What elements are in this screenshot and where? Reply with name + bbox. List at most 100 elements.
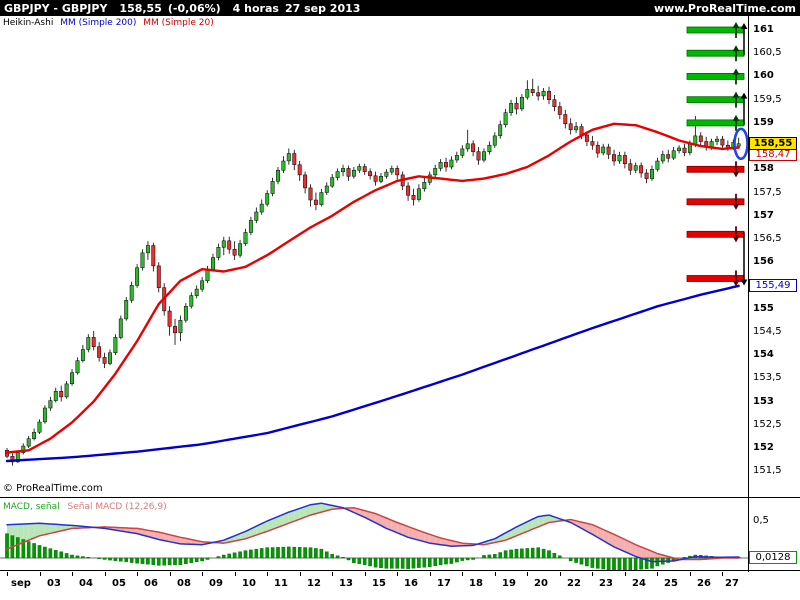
candle: [715, 138, 719, 142]
macd-histogram-bar: [102, 557, 107, 560]
macd-fill-band: [44, 523, 51, 535]
candle: [238, 243, 243, 256]
macd-histogram-bar: [32, 543, 36, 559]
macd-fill-band: [55, 524, 62, 533]
macd-panel-canvas[interactable]: [0, 499, 748, 570]
candle: [617, 155, 622, 162]
macd-histogram-bar: [292, 546, 297, 559]
candle: [167, 310, 172, 327]
macd-fill-band: [299, 506, 306, 520]
macd-fill-band: [635, 544, 642, 559]
macd-fill-band: [603, 529, 609, 544]
time-tick-mark: [105, 572, 106, 576]
macd-histogram-bar: [325, 551, 329, 559]
ma200-line: [5, 284, 740, 463]
candle: [476, 151, 481, 161]
time-tick-mark: [202, 572, 203, 576]
macd-legend: MACD, señal Señal MACD (12,26,9): [3, 502, 167, 512]
macd-histogram-bar: [400, 557, 405, 569]
macd-signal-line: [6, 506, 740, 561]
time-tick-label: 12: [307, 578, 321, 589]
price-tick-label: 156,5: [753, 233, 782, 244]
copyright-text: © ProRealTime.com: [3, 483, 103, 494]
candle: [563, 114, 568, 125]
time-tick-label: 18: [469, 578, 483, 589]
macd-histogram-bar: [606, 557, 611, 570]
macd-fill-band: [500, 532, 506, 542]
price-tick-label: 159: [753, 117, 774, 128]
time-tick-mark: [170, 572, 171, 576]
time-tick-mark: [592, 572, 593, 576]
down-target-bar: [686, 165, 745, 173]
macd-histogram-bar: [596, 557, 600, 569]
macd-histogram-bar: [666, 557, 670, 563]
candle: [568, 123, 573, 131]
macd-histogram-bar: [216, 556, 221, 559]
time-tick-mark: [527, 572, 528, 576]
candle: [590, 141, 595, 146]
candle: [482, 151, 486, 161]
macd-histogram-bar: [189, 557, 194, 564]
candle: [232, 248, 237, 256]
candle: [525, 89, 530, 98]
candle: [422, 182, 427, 190]
macd-histogram-bar: [644, 557, 649, 570]
macd-fill-band: [50, 524, 56, 534]
price-tick-label: 151,5: [753, 465, 782, 476]
macd-histogram-bar: [184, 557, 188, 564]
down-arrow-icon: [732, 203, 740, 210]
macd-histogram-bar: [335, 555, 340, 559]
candle: [335, 171, 340, 178]
macd-histogram-bar: [59, 551, 63, 559]
candle: [677, 147, 682, 152]
time-axis[interactable]: sep 03 04 05 06 08 09 10 11 12 13 15 16 17 18 19 20 22 23 2…: [0, 572, 800, 598]
macd-histogram-bar: [314, 548, 318, 559]
time-tick-mark: [137, 572, 138, 576]
legend-style-label: Heikin-Ashi: [3, 18, 54, 28]
time-tick-mark: [495, 572, 496, 576]
macd-histogram-bar: [558, 555, 562, 559]
candle: [351, 169, 356, 177]
macd-fill-band: [305, 504, 311, 518]
candle: [211, 257, 215, 270]
down-arrow-icon: [732, 171, 740, 178]
site-link[interactable]: www.ProRealTime.com: [653, 1, 796, 15]
macd-histogram-bar: [308, 547, 313, 559]
macd-value-badge: 0,0128: [749, 551, 797, 564]
macd-histogram-bar: [26, 541, 31, 559]
price-tick-label: 153: [753, 396, 774, 407]
macd-fill-band: [527, 519, 533, 532]
time-tick-mark: [430, 572, 431, 576]
time-tick-label: 23: [599, 578, 613, 589]
main-chart-legend: Heikin-Ashi MM (Simple 200) MM (Simple 2…: [3, 18, 214, 28]
candle: [97, 346, 102, 358]
legend-ma200-label: MM (Simple 200): [60, 18, 137, 28]
macd-histogram-bar: [75, 555, 80, 559]
macd-fill-band: [39, 523, 45, 536]
candle: [433, 168, 438, 176]
price-axis[interactable]: 161 160,5 160 159,5 159 158 157,5 157 156,5 156 15…: [749, 16, 800, 570]
candle: [487, 144, 492, 152]
main-chart-canvas[interactable]: [0, 16, 748, 497]
macd-fill-band: [164, 533, 170, 542]
macd-fill-band: [147, 530, 154, 538]
macd-histogram-bar: [118, 557, 123, 562]
legend-ma20-label: MM (Simple 20): [143, 18, 214, 28]
price-tick-label: 157: [753, 210, 774, 221]
price-tick-label: 160: [753, 70, 774, 81]
candle: [86, 337, 91, 350]
macd-histogram-bar: [243, 550, 248, 559]
macd-histogram-bar: [471, 557, 475, 560]
macd-histogram-bar: [623, 557, 627, 570]
macd-histogram-bar: [482, 555, 486, 559]
macd-fill-band: [429, 534, 436, 544]
candle: [633, 165, 638, 171]
candle: [373, 175, 378, 182]
macd-histogram-bar: [162, 557, 167, 566]
macd-histogram-bar: [16, 537, 20, 559]
candle: [243, 232, 248, 244]
down-arrow-icon: [732, 280, 740, 287]
candle: [173, 326, 177, 334]
candle: [248, 220, 253, 233]
axis-border-vertical: [748, 16, 749, 572]
